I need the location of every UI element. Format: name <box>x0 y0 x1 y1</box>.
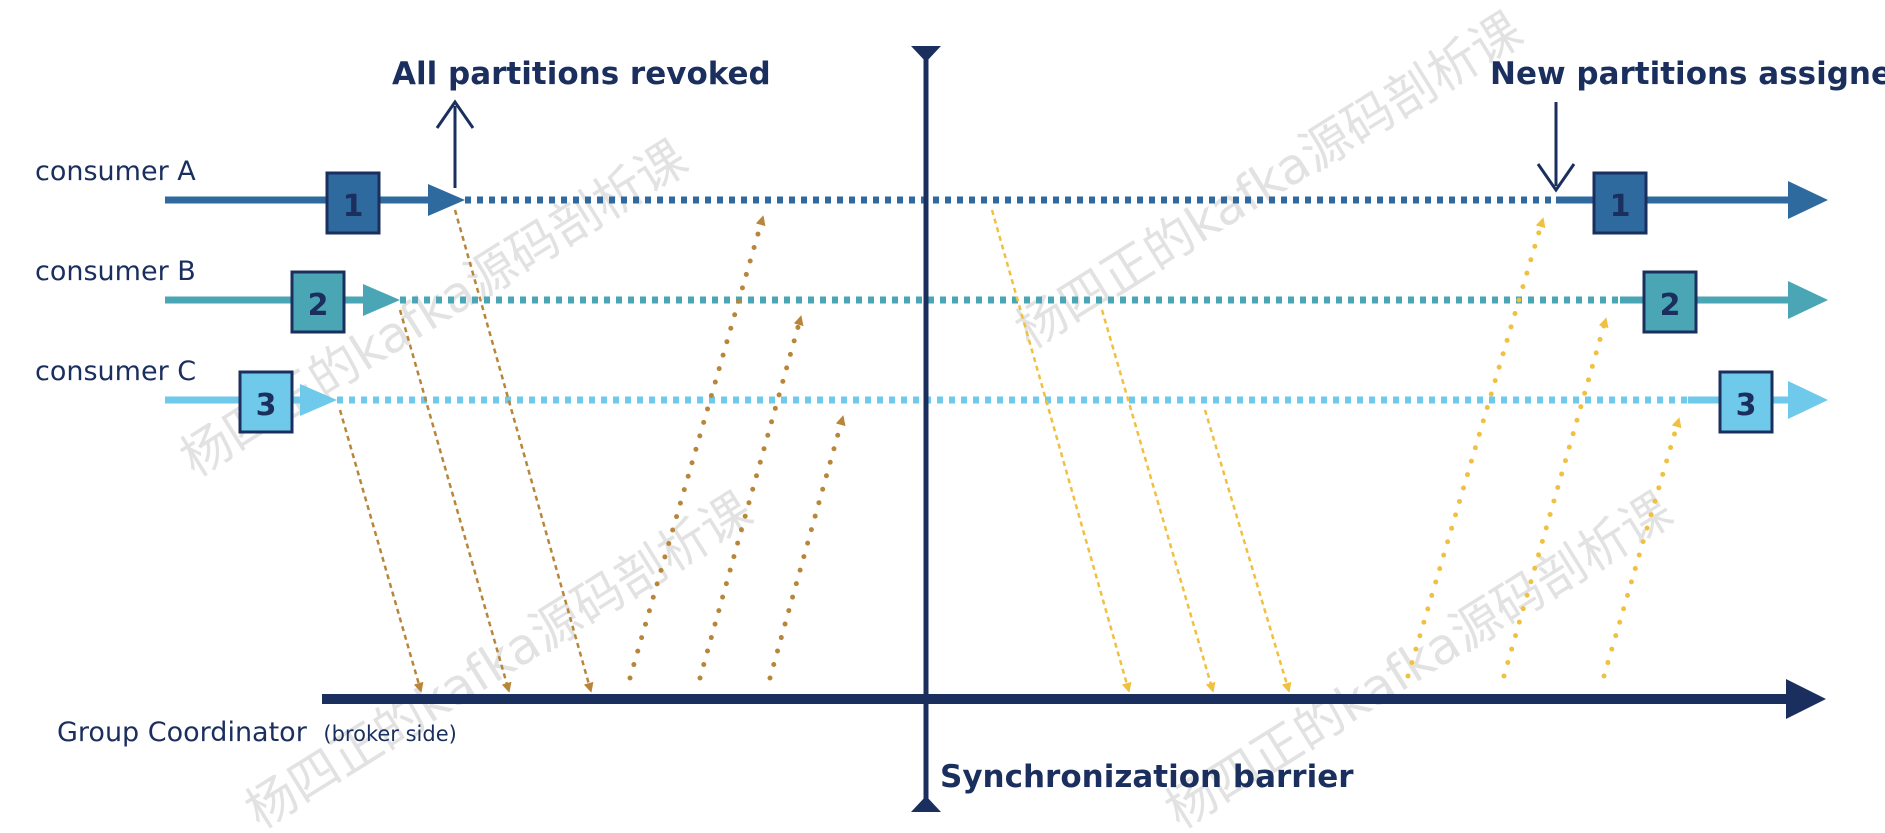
phase2-request-c <box>1203 409 1292 693</box>
revoked-pointer <box>435 99 475 188</box>
consumer-b-arrowhead-right <box>1788 281 1828 319</box>
sync-barrier <box>911 46 941 812</box>
phase1-response-c <box>767 415 846 681</box>
phase2-response-c <box>1601 417 1682 679</box>
phase2-request-b <box>1100 309 1216 693</box>
assigned-title: New partitions assigned <box>1490 56 1885 92</box>
phase1-request-c <box>338 409 424 693</box>
coordinator-arrowhead <box>1786 679 1826 719</box>
consumer-c-label: consumer C <box>35 356 196 387</box>
phase1-request-a <box>453 209 594 693</box>
consumer-a-partition-box-left <box>325 171 381 235</box>
phase2-messages <box>990 209 1682 693</box>
consumer-b-label: consumer B <box>35 256 196 287</box>
consumer-c-arrowhead-right <box>1788 381 1828 419</box>
consumer-b-partition-box-right <box>1642 270 1698 334</box>
watermark-1: 杨四正的kafka源码剖析课 <box>171 129 698 488</box>
consumer-b-partition-right: 2 <box>1660 288 1681 323</box>
phase2-response-b <box>1501 317 1609 679</box>
phase1-request-b <box>398 309 512 693</box>
consumer-c-partition-right: 3 <box>1736 388 1757 423</box>
consumer-c-partition-left: 3 <box>256 388 277 423</box>
consumer-b-arrowhead-left <box>363 284 400 316</box>
consumer-c-partition-box-right <box>1718 370 1774 434</box>
consumer-a-arrowhead-right <box>1788 181 1828 219</box>
barrier-top-cap <box>911 46 941 62</box>
coordinator-sub-label: (broker side) <box>323 722 456 746</box>
assigned-pointer <box>1536 102 1576 193</box>
phase2-response-a <box>1405 217 1546 679</box>
assigned-pointer-head <box>1536 163 1576 193</box>
revoked-title: All partitions revoked <box>392 56 771 92</box>
consumer-a-partition-box-right <box>1592 171 1648 235</box>
consumer-a-partition-right: 1 <box>1610 189 1631 224</box>
consumer-a-partition-left: 1 <box>343 189 364 224</box>
phase2-request-a <box>990 209 1132 693</box>
phase1-response-a <box>627 215 766 681</box>
consumer-c-arrowhead-left <box>300 384 337 416</box>
consumer-b-lane: 2 2 <box>165 270 1828 334</box>
consumer-c-partition-box-left <box>238 370 294 434</box>
consumer-b-partition-left: 2 <box>308 288 329 323</box>
coordinator-label: Group Coordinator (broker side) <box>57 717 457 748</box>
coordinator-main-label: Group Coordinator <box>57 717 308 748</box>
coordinator-timeline <box>322 679 1826 719</box>
consumer-a-label: consumer A <box>35 156 196 187</box>
revoked-pointer-head <box>435 99 475 129</box>
barrier-bottom-cap <box>911 796 941 812</box>
barrier-title: Synchronization barrier <box>940 759 1354 795</box>
phase1-response-b <box>697 315 804 681</box>
phase1-messages <box>338 209 846 693</box>
consumer-a-arrowhead-left <box>428 184 465 216</box>
consumer-b-partition-box-left <box>290 270 346 334</box>
consumer-c-lane: 3 3 <box>165 370 1828 434</box>
consumer-a-lane: 1 1 <box>165 171 1828 235</box>
watermark-2: 杨四正的kafka源码剖析课 <box>1006 1 1533 360</box>
